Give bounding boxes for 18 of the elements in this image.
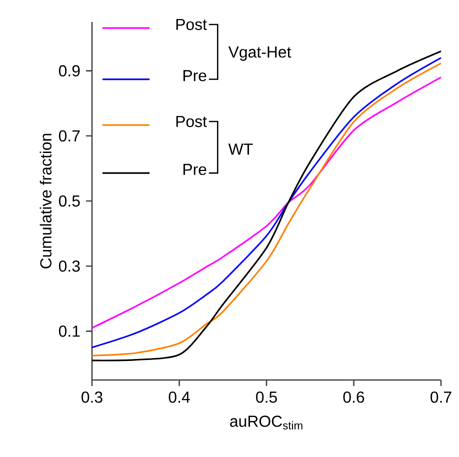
y-tick-label: 0.7 (58, 130, 80, 142)
y-tick-label: 0.5 (58, 195, 80, 207)
legend-label: Pre (183, 70, 206, 82)
x-tick-label: 0.5 (256, 392, 277, 403)
x-tick-label: 0.3 (82, 392, 102, 403)
annotation: Vgat-Het (228, 46, 292, 61)
y-tick-label: 0.9 (58, 65, 80, 76)
y-axis-title: Cumulative fraction (40, 134, 52, 268)
x-tick-label: 0.4 (168, 392, 190, 403)
x-tick-label: 0.6 (343, 392, 364, 403)
y-tick-label: 0.3 (58, 260, 80, 272)
x-axis-title: auROC$_{stim}$ (230, 416, 302, 430)
x-tick-label: 0.7 (430, 392, 452, 403)
legend-label: Post (176, 18, 207, 30)
y-tick-label: 0.1 (58, 326, 80, 337)
legend-label: Post (176, 116, 207, 128)
annotation: WT (228, 144, 253, 155)
legend-label: Pre (183, 164, 206, 176)
